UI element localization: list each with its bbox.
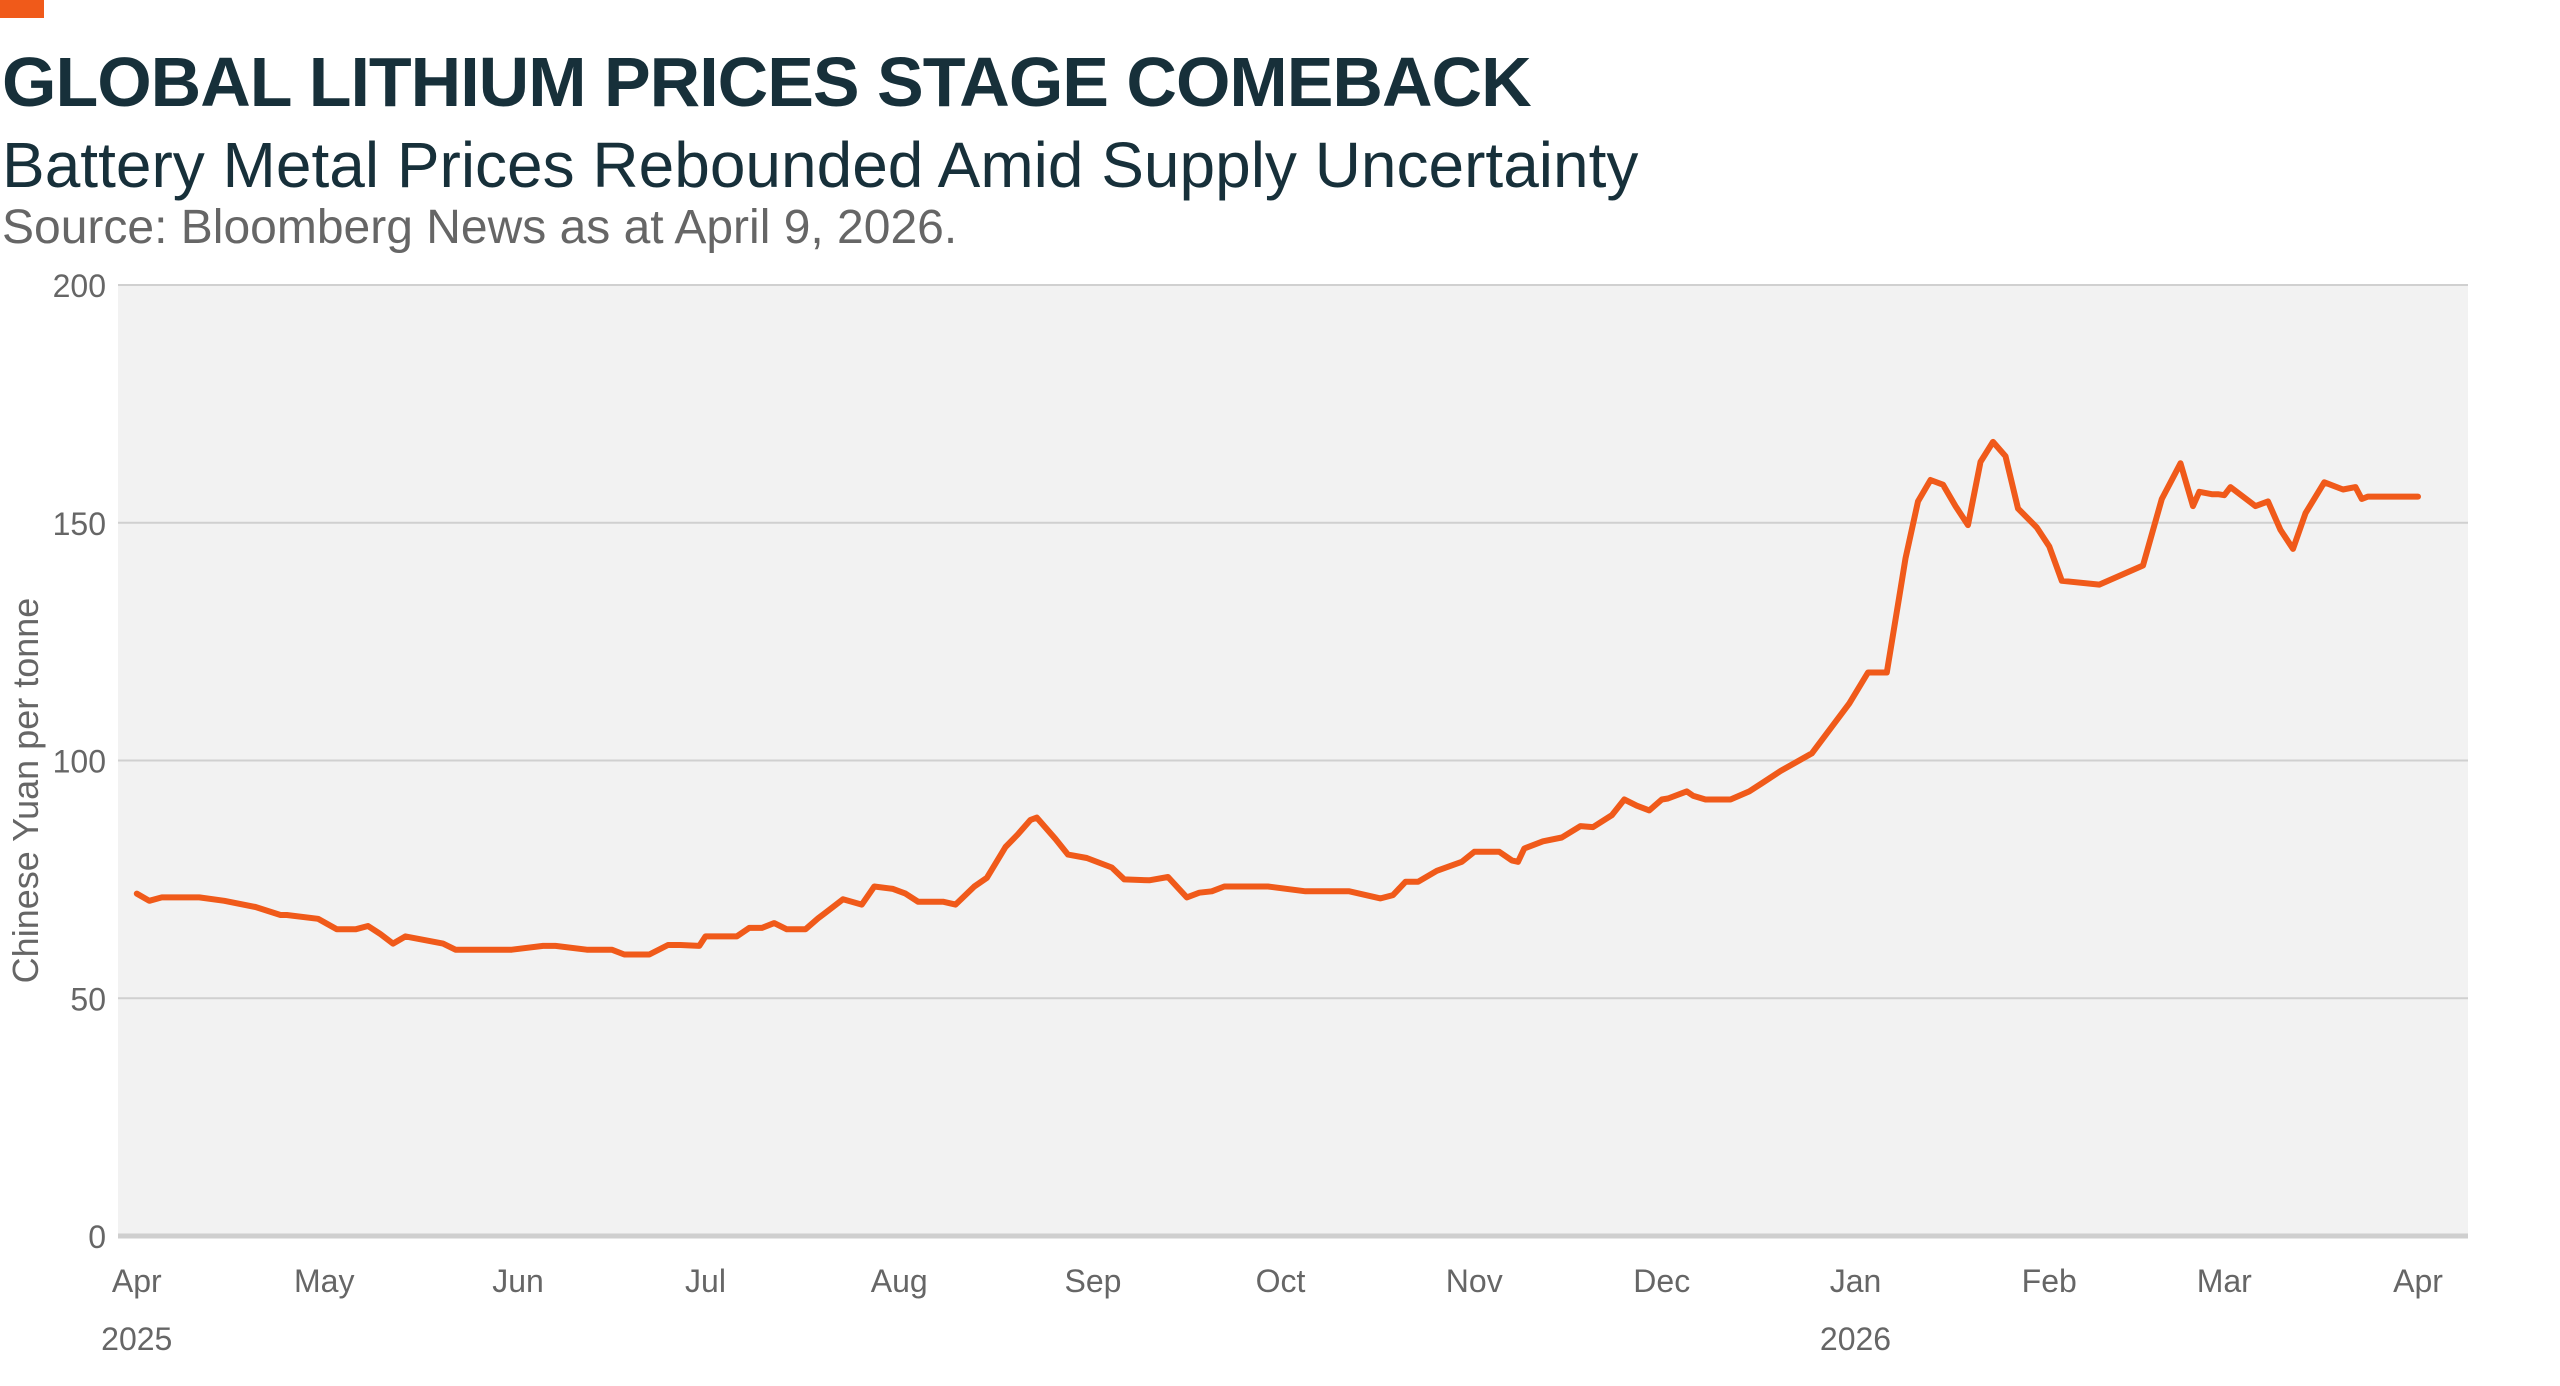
- x-tick-label: Apr: [2393, 1263, 2443, 1299]
- x-tick-year-label: 2026: [1820, 1321, 1891, 1357]
- chart-subtitle: Battery Metal Prices Rebounded Amid Supp…: [2, 129, 1639, 201]
- x-tick-label: Oct: [1256, 1263, 1306, 1299]
- x-tick-label: Sep: [1065, 1263, 1122, 1299]
- x-tick-year-label: 2025: [101, 1321, 172, 1357]
- y-axis-label: Chinese Yuan per tonne: [5, 598, 46, 984]
- x-tick-label: Jun: [492, 1263, 544, 1299]
- y-tick-label: 0: [88, 1219, 106, 1255]
- x-tick-label: Dec: [1633, 1263, 1690, 1299]
- y-tick-label: 150: [53, 506, 106, 542]
- x-tick-label: Mar: [2197, 1263, 2252, 1299]
- y-tick-label: 50: [70, 981, 106, 1017]
- accent-bar: [0, 0, 44, 18]
- x-tick-label: Aug: [871, 1263, 928, 1299]
- x-tick-label: Jul: [685, 1263, 726, 1299]
- y-tick-label: 200: [53, 268, 106, 304]
- price-series-line: [133, 438, 2421, 958]
- x-tick-label: Feb: [2022, 1263, 2077, 1299]
- x-tick-label: Apr: [112, 1263, 162, 1299]
- x-tick-label: May: [294, 1263, 354, 1299]
- chart-title: GLOBAL LITHIUM PRICES STAGE COMEBACK: [2, 43, 1532, 121]
- chart-source: Source: Bloomberg News as at April 9, 20…: [2, 201, 958, 254]
- y-tick-label: 100: [53, 744, 106, 780]
- x-tick-label: Jan: [1830, 1263, 1882, 1299]
- x-tick-label: Nov: [1446, 1263, 1503, 1299]
